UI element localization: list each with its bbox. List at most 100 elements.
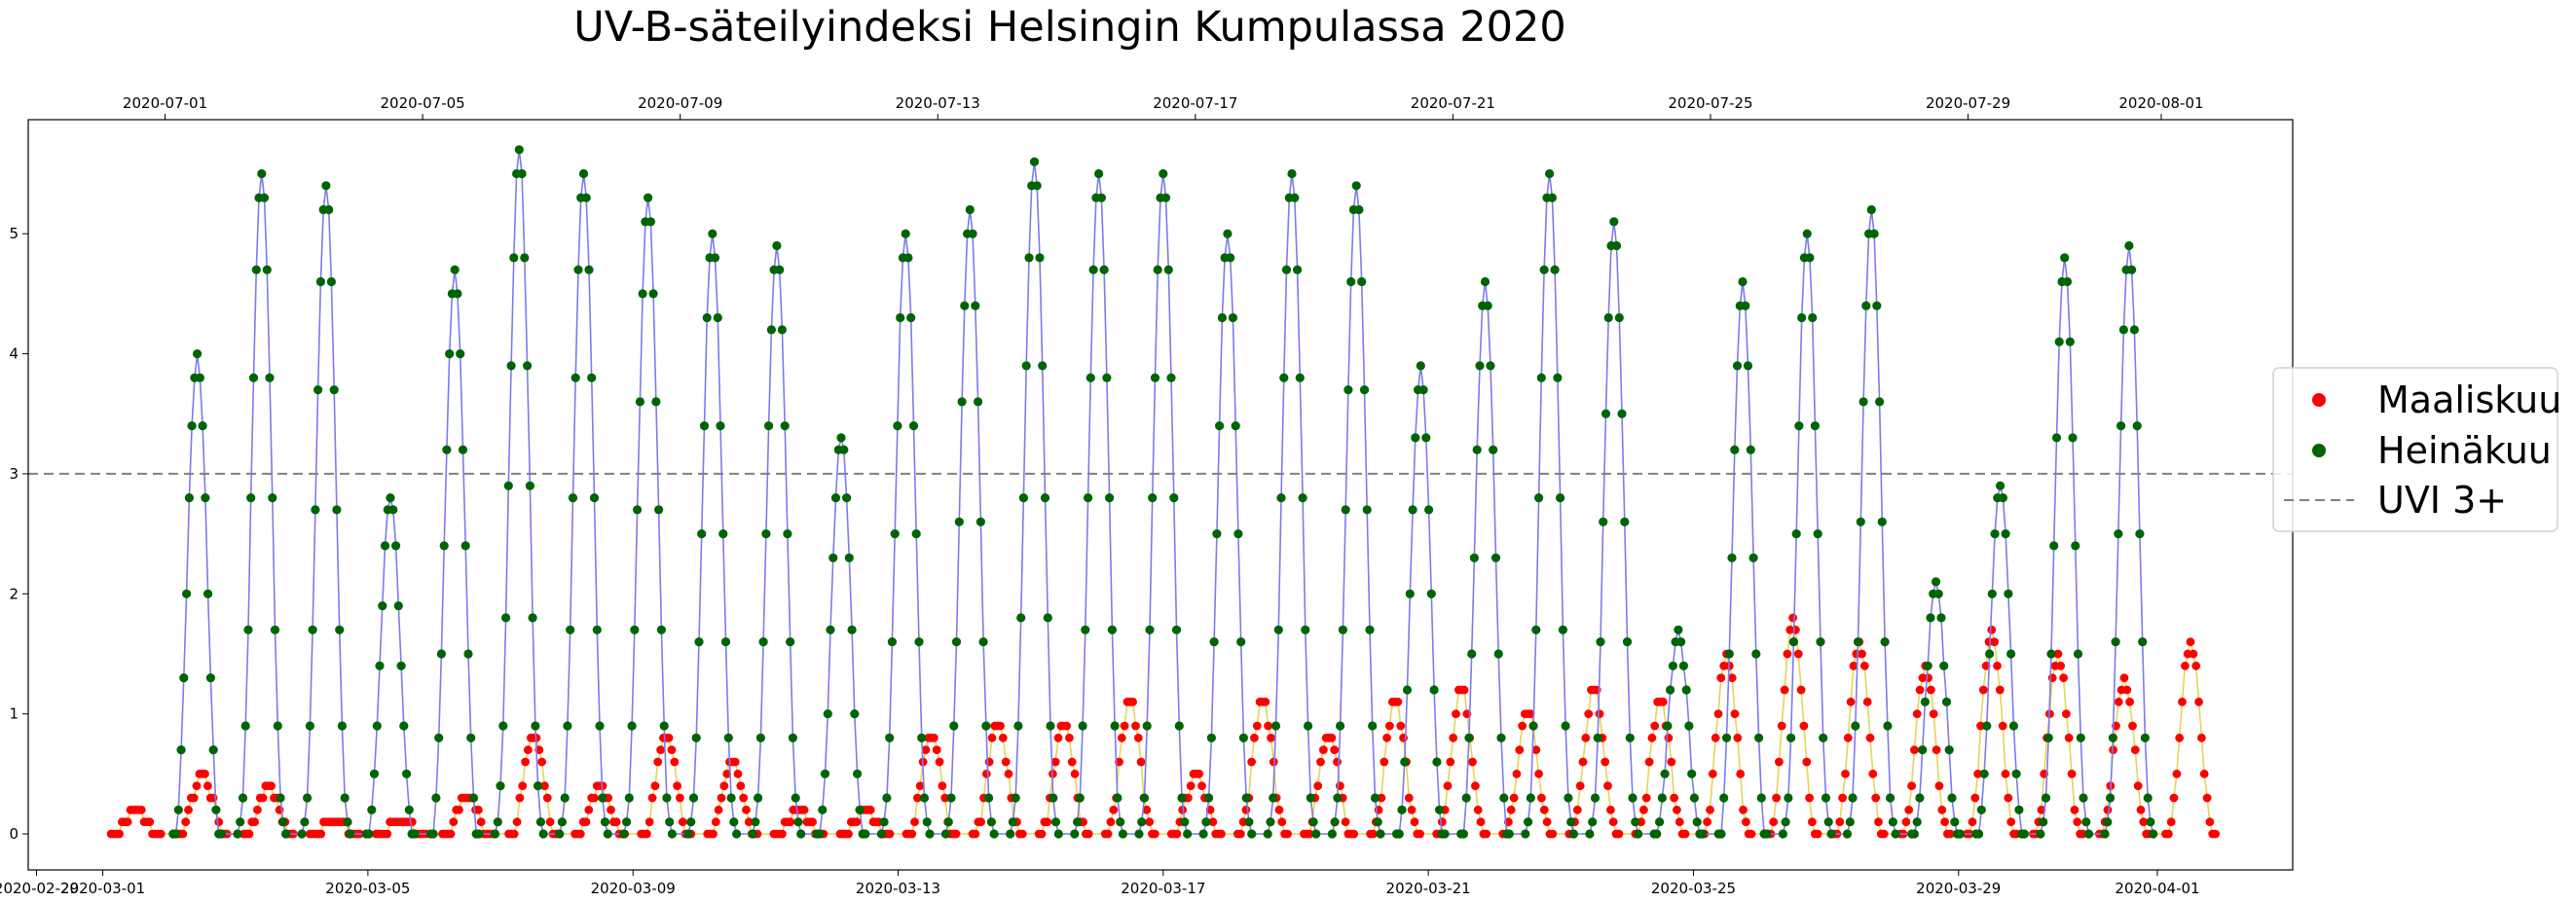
data-point-maaliskuu (664, 733, 674, 742)
data-point-maaliskuu (1739, 805, 1748, 814)
data-point-heinakuu (1493, 649, 1503, 659)
data-point-heinakuu (1668, 661, 1677, 670)
data-point-heinakuu (173, 805, 183, 814)
data-point-heinakuu (1939, 661, 1949, 670)
data-point-heinakuu (1223, 229, 1233, 238)
data-point-heinakuu (2129, 325, 2139, 335)
data-point-maaliskuu (778, 829, 787, 839)
data-point-maaliskuu (1437, 817, 1447, 827)
data-point-heinakuu (1678, 661, 1688, 670)
data-point-heinakuu (265, 373, 275, 382)
data-point-heinakuu (1842, 829, 1853, 839)
data-point-maaliskuu (1004, 769, 1013, 778)
data-point-heinakuu (1856, 517, 1865, 526)
data-point-maaliskuu (1267, 733, 1275, 742)
data-point-maaliskuu (1473, 805, 1483, 814)
data-point-heinakuu (1738, 276, 1748, 287)
data-point-maaliskuu (181, 817, 191, 827)
data-point-maaliskuu (910, 817, 919, 827)
data-point-maaliskuu (2194, 697, 2204, 706)
data-point-heinakuu (589, 493, 600, 503)
data-point-heinakuu (1944, 745, 1954, 755)
data-point-heinakuu (211, 805, 221, 814)
legend-box (2272, 367, 2558, 532)
data-point-heinakuu (1376, 829, 1385, 839)
data-point-heinakuu (1599, 517, 1608, 526)
chart-title: UV-B-säteilyindeksi Helsingin Kumpulassa… (573, 3, 1565, 52)
data-point-heinakuu (1440, 829, 1450, 839)
data-point-maaliskuu (932, 745, 941, 754)
data-point-heinakuu (2060, 253, 2070, 263)
plot-area (28, 145, 2293, 839)
data-point-heinakuu (2019, 829, 2029, 839)
data-point-heinakuu (1499, 793, 1509, 803)
data-point-heinakuu (1180, 817, 1190, 827)
data-point-heinakuu (1762, 829, 1772, 839)
data-point-heinakuu (1561, 721, 1570, 731)
data-point-heinakuu (1593, 733, 1602, 742)
data-point-heinakuu (2054, 337, 2064, 346)
data-point-heinakuu (1754, 733, 1764, 742)
data-point-heinakuu (1209, 637, 1219, 647)
data-point-maaliskuu (1862, 697, 1872, 706)
data-point-maaliskuu (1650, 721, 1660, 731)
data-point-heinakuu (1081, 625, 1090, 634)
data-point-heinakuu (1955, 829, 1965, 839)
data-point-maaliskuu (1667, 757, 1676, 767)
y-tick-label: 1 (9, 705, 18, 723)
data-point-heinakuu (1241, 793, 1251, 803)
data-point-heinakuu (1947, 793, 1957, 803)
data-point-maaliskuu (1910, 745, 1919, 754)
data-point-maaliskuu (1452, 709, 1460, 718)
data-point-heinakuu (1421, 433, 1431, 443)
data-point-heinakuu (2051, 433, 2062, 443)
data-point-maaliskuu (865, 805, 875, 814)
data-point-heinakuu (885, 733, 895, 742)
data-point-maaliskuu (1904, 805, 1914, 814)
data-point-heinakuu (710, 253, 720, 263)
data-point-heinakuu (1008, 817, 1017, 827)
data-point-heinakuu (917, 733, 927, 742)
data-point-heinakuu (1681, 685, 1691, 695)
data-point-maaliskuu (192, 781, 202, 790)
x-top-tick-label: 2020-07-09 (638, 94, 722, 112)
data-point-heinakuu (581, 193, 591, 202)
data-point-heinakuu (619, 829, 629, 839)
data-point-maaliskuu (1644, 757, 1654, 767)
data-point-heinakuu (2008, 721, 2018, 731)
data-point-heinakuu (949, 721, 959, 731)
data-point-heinakuu (1848, 793, 1858, 803)
data-point-maaliskuu (1805, 793, 1814, 803)
data-point-heinakuu (2011, 769, 2021, 778)
data-point-heinakuu (490, 829, 500, 839)
data-point-maaliskuu (1934, 781, 1944, 790)
data-point-maaliskuu (1459, 685, 1469, 695)
data-point-heinakuu (201, 493, 210, 503)
data-point-heinakuu (906, 312, 916, 323)
data-point-heinakuu (1308, 817, 1318, 827)
data-point-heinakuu (1338, 625, 1347, 634)
data-point-maaliskuu (1993, 661, 2002, 670)
data-point-heinakuu (1177, 793, 1187, 803)
data-point-heinakuu (818, 805, 828, 814)
data-point-heinakuu (1531, 625, 1541, 634)
data-point-heinakuu (1596, 637, 1605, 647)
data-point-heinakuu (1102, 373, 1112, 382)
data-point-heinakuu (755, 733, 766, 742)
data-point-heinakuu (1689, 793, 1699, 803)
data-point-heinakuu (236, 817, 245, 827)
data-point-heinakuu (1886, 793, 1895, 803)
data-point-maaliskuu (915, 781, 925, 790)
data-point-heinakuu (1287, 168, 1297, 179)
data-point-heinakuu (1655, 817, 1665, 827)
data-point-heinakuu (1805, 253, 1815, 263)
data-point-heinakuu (796, 829, 806, 839)
data-point-heinakuu (303, 793, 313, 803)
data-point-maaliskuu (1703, 817, 1711, 827)
data-point-maaliskuu (1053, 733, 1063, 742)
data-point-maaliskuu (1377, 793, 1386, 803)
data-point-heinakuu (1875, 397, 1885, 407)
data-point-maaliskuu (709, 829, 718, 839)
data-point-heinakuu (1204, 793, 1214, 803)
data-point-maaliskuu (1512, 769, 1522, 778)
